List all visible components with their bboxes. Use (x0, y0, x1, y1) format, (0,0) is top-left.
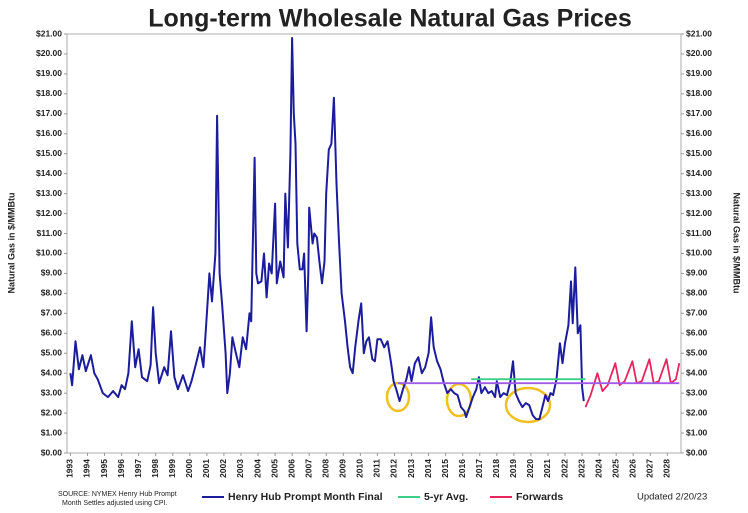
y-tick-label: $20.00 (36, 48, 62, 58)
x-tick-label: 2004 (252, 459, 262, 478)
y-tick-label: $12.00 (36, 208, 62, 218)
x-tick-label: 2012 (389, 459, 399, 478)
y2-tick-label: $8.00 (686, 288, 708, 298)
y2-tick-label: $17.00 (686, 108, 712, 118)
y-tick-label: $19.00 (36, 68, 62, 78)
x-tick-label: 2020 (525, 459, 535, 478)
legend-label: Forwards (516, 491, 563, 503)
y-tick-label: $21.00 (36, 28, 62, 38)
plot-frame (66, 33, 682, 454)
chart-title: Long-term Wholesale Natural Gas Prices (148, 5, 631, 33)
x-tick-label: 2028 (662, 459, 672, 478)
y2-tick-label: $21.00 (686, 28, 712, 38)
x-tick-label: 2018 (491, 459, 501, 478)
x-tick-label: 2019 (508, 459, 518, 478)
x-tick-label: 2008 (320, 459, 330, 478)
y2-tick-label: $13.00 (686, 188, 712, 198)
legend-label: Henry Hub Prompt Month Final (228, 491, 383, 503)
x-tick-label: 2026 (627, 459, 637, 478)
y2-tick-label: $14.00 (686, 168, 712, 178)
x-tick-label: 1999 (167, 459, 177, 478)
y2-axis-label: Natural Gas in $/MMBtu (732, 192, 742, 293)
y2-tick-label: $18.00 (686, 88, 712, 98)
y2-tick-label: $11.00 (686, 228, 712, 238)
legend-label: 5-yr Avg. (424, 491, 468, 503)
source-note: Month Settles adjusted using CPI. (62, 500, 168, 507)
y-tick-label: $6.00 (41, 328, 63, 338)
x-tick-label: 2027 (645, 459, 655, 478)
updated-note: Updated 2/20/23 (637, 492, 707, 503)
y2-tick-label: $4.00 (686, 367, 708, 377)
y-tick-label: $1.00 (41, 427, 63, 437)
y-tick-label: $7.00 (41, 308, 63, 318)
y-tick-label: $3.00 (41, 387, 63, 397)
x-tick-label: 2003 (235, 459, 245, 478)
x-tick-label: 2006 (286, 459, 296, 478)
y-tick-label: $16.00 (36, 128, 62, 138)
y-tick-label: $13.00 (36, 188, 62, 198)
y2-tick-label: $5.00 (686, 347, 708, 357)
x-tick-label: 2015 (440, 459, 450, 478)
x-tick-label: 2007 (303, 459, 313, 478)
y2-tick-label: $12.00 (686, 208, 712, 218)
x-tick-label: 1998 (150, 459, 160, 478)
y2-tick-label: $3.00 (686, 387, 708, 397)
y-tick-label: $11.00 (36, 228, 62, 238)
highlight-circle (504, 386, 552, 424)
x-tick-label: 2013 (406, 459, 416, 478)
y-tick-label: $10.00 (36, 248, 62, 258)
x-tick-label: 1994 (82, 459, 92, 478)
x-tick-label: 2014 (423, 459, 433, 478)
y2-tick-label: $9.00 (686, 268, 708, 278)
y2-tick-label: $19.00 (686, 68, 712, 78)
x-tick-label: 2024 (593, 459, 603, 478)
y2-tick-label: $16.00 (686, 128, 712, 138)
x-tick-label: 1993 (65, 459, 75, 478)
y2-tick-label: $6.00 (686, 328, 708, 338)
x-tick-label: 2005 (269, 459, 279, 478)
y-tick-label: $14.00 (36, 168, 62, 178)
x-tick-label: 2000 (184, 459, 194, 478)
y-tick-label: $5.00 (41, 347, 63, 357)
x-tick-label: 2022 (559, 459, 569, 478)
y-axis-label: Natural Gas in $/MMBtu (6, 192, 16, 293)
x-tick-label: 2001 (201, 459, 211, 478)
x-tick-label: 2023 (576, 459, 586, 478)
x-tick-label: 2016 (457, 459, 467, 478)
x-tick-label: 1995 (99, 459, 109, 478)
y2-tick-label: $20.00 (686, 48, 712, 58)
source-note: SOURCE: NYMEX Henry Hub Prompt (58, 491, 177, 498)
y2-tick-label: $1.00 (686, 427, 708, 437)
series-line (69, 37, 585, 421)
y2-tick-label: $10.00 (686, 248, 712, 258)
series-line (584, 358, 681, 408)
y-tick-label: $9.00 (41, 268, 63, 278)
x-tick-label: 2025 (610, 459, 620, 478)
y2-tick-label: $2.00 (686, 407, 708, 417)
y2-tick-label: $7.00 (686, 308, 708, 318)
x-tick-label: 2002 (218, 459, 228, 478)
x-tick-label: 2021 (542, 459, 552, 478)
x-tick-label: 2017 (474, 459, 484, 478)
x-tick-label: 1997 (133, 459, 143, 478)
y-tick-label: $0.00 (41, 447, 63, 457)
y-tick-label: $8.00 (41, 288, 63, 298)
y2-tick-label: $0.00 (686, 447, 708, 457)
y-tick-label: $2.00 (41, 407, 63, 417)
x-tick-label: 2010 (355, 459, 365, 478)
x-tick-label: 1996 (116, 459, 126, 478)
y-tick-label: $17.00 (36, 108, 62, 118)
x-tick-label: 2009 (338, 459, 348, 478)
y2-tick-label: $15.00 (686, 148, 712, 158)
x-tick-label: 2011 (372, 459, 382, 478)
y-tick-label: $4.00 (41, 367, 63, 377)
y-tick-label: $18.00 (36, 88, 62, 98)
y-tick-label: $15.00 (36, 148, 62, 158)
